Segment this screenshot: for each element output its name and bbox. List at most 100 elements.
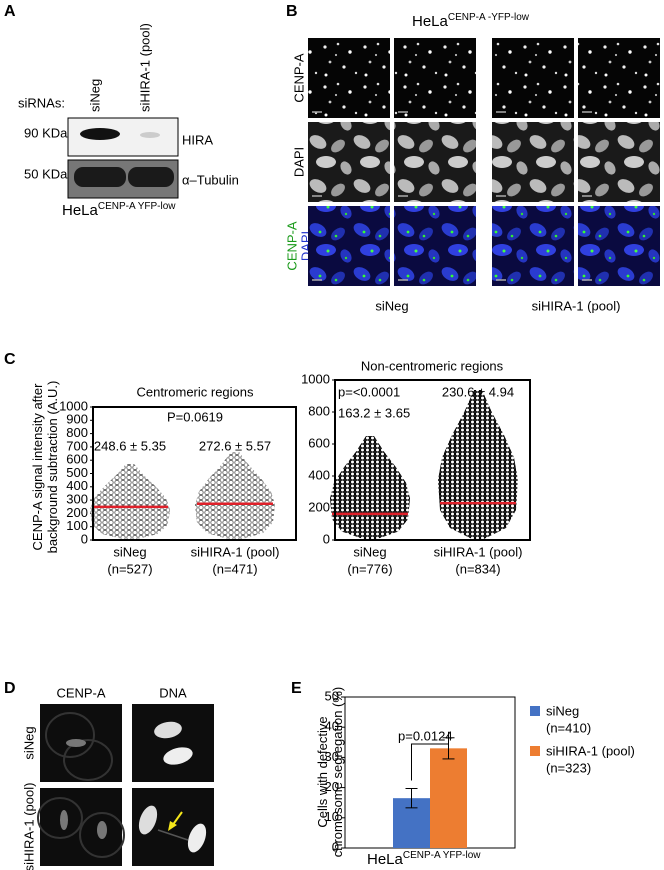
y-tick-label: 800	[308, 403, 330, 418]
band	[140, 132, 160, 138]
plot-frame	[92, 406, 297, 541]
merge-label: CENP-A	[284, 221, 299, 270]
cell-line-sup: CENP-A -YFP-low	[448, 12, 530, 23]
chromatin	[163, 747, 193, 765]
x-tick-label: siNeg	[353, 544, 386, 559]
category-note: (n=527)	[107, 561, 152, 576]
micrograph	[308, 38, 390, 118]
row-label: CENP-A	[291, 53, 306, 102]
cell-line-name: HeLa	[62, 202, 99, 219]
y-tick-label: 300	[66, 492, 88, 507]
x-tick-label: siHIRA-1 (pool)	[191, 544, 280, 559]
category-note: (n=834)	[455, 561, 500, 576]
column-label: CENP-A	[56, 685, 105, 700]
y-axis-label: Cells with defective chromosome segregat…	[315, 686, 345, 858]
mean-label: 163.2 ± 3.65	[338, 405, 410, 420]
row-label: siNeg	[21, 726, 36, 759]
micrographs-d	[37, 704, 214, 866]
micrograph	[578, 206, 660, 286]
y-tick-label: 600	[66, 452, 88, 467]
arrow-head	[168, 821, 177, 831]
legend-swatch	[530, 706, 540, 716]
band-label: HIRA	[182, 132, 213, 147]
chart-title: Centromeric regions	[136, 384, 254, 399]
annotation: p=<0.0001	[338, 384, 400, 399]
kinetochores	[60, 810, 68, 830]
mean-label: 248.6 ± 5.35	[94, 438, 166, 453]
band	[74, 167, 126, 187]
y-tick-label: 900	[66, 412, 88, 427]
cell-outline	[37, 797, 83, 839]
micrograph	[308, 122, 390, 202]
band	[80, 128, 120, 140]
y-tick-label: 200	[66, 505, 88, 520]
y-tick-label: 600	[308, 435, 330, 450]
plot-frame	[334, 379, 531, 541]
mean-label: 230.6 ± 4.94	[442, 384, 514, 399]
y-tick-label: 0	[323, 531, 330, 546]
lane-label: siNeg	[87, 79, 102, 112]
column-label: DNA	[159, 685, 187, 700]
cell-line-name: HeLa	[412, 13, 449, 30]
kinetochores	[97, 821, 107, 839]
legend-label: siHIRA-1 (pool)	[546, 743, 635, 758]
annotation: p=0.0124	[398, 728, 453, 743]
micrograph	[394, 206, 476, 286]
x-tick-label: siNeg	[113, 544, 146, 559]
x-tick-label: siHIRA-1 (pool)	[434, 544, 523, 559]
marker-label: 90 KDa	[24, 125, 68, 140]
x-axis-label: HeLaCENP-A YFP-low	[367, 850, 481, 868]
significance-bracket	[411, 731, 449, 781]
y-tick-label: 20	[325, 779, 339, 794]
micrograph	[394, 122, 476, 202]
panel-letter: C	[4, 351, 16, 368]
y-tick-label: 1000	[301, 371, 330, 386]
row-label: DAPI	[291, 147, 306, 177]
y-tick-label: 40	[325, 719, 339, 734]
y-tick-label: 10	[325, 809, 339, 824]
panel-letter: B	[286, 3, 298, 20]
micrograph	[578, 122, 660, 202]
y-tick-label: 100	[66, 518, 88, 533]
cell-line: HeLaCENP-A YFP-low	[62, 201, 176, 219]
annotation: P=0.0619	[167, 409, 223, 424]
dot-swarm	[90, 464, 170, 540]
micrograph	[492, 122, 574, 202]
blot	[67, 117, 179, 157]
cell-line-sup: CENP-A YFP-low	[98, 201, 176, 212]
mean-label: 272.6 ± 5.57	[199, 438, 271, 453]
panel-letter: E	[291, 680, 302, 697]
marker-label: 50 KDa	[24, 166, 68, 181]
micrograph	[308, 206, 390, 286]
y-tick-label: 30	[325, 749, 339, 764]
cell-outline	[45, 712, 95, 758]
legend-swatch	[530, 746, 540, 756]
y-tick-label: 700	[66, 438, 88, 453]
y-tick-label: 0	[332, 839, 339, 854]
panel-letter: A	[4, 3, 16, 20]
kinetochores	[66, 739, 86, 747]
legend-label: siNeg	[546, 703, 579, 718]
band	[128, 167, 174, 187]
category-note: (n=471)	[212, 561, 257, 576]
panel-letter: D	[4, 680, 16, 697]
cell-line: HeLaCENP-A -YFP-low	[412, 12, 530, 30]
row-label: siHIRA-1 (pool)	[21, 783, 36, 870]
band-label: α–Tubulin	[182, 172, 239, 187]
chart-title: Non-centromeric regions	[361, 358, 504, 373]
y-tick-label: 500	[66, 465, 88, 480]
chromatin-bridge	[157, 829, 189, 841]
dot-swarm	[195, 452, 275, 540]
dot-swarm	[438, 390, 518, 540]
chromatin	[138, 805, 158, 835]
y-tick-label: 1000	[59, 398, 88, 413]
y-tick-label: 50	[325, 688, 339, 703]
y-tick-label: 400	[66, 478, 88, 493]
lane-label: siHIRA-1 (pool)	[137, 23, 152, 112]
micrograph	[492, 38, 574, 118]
micrograph	[578, 38, 660, 118]
cell-outline	[63, 739, 113, 781]
y-tick-label: 0	[81, 531, 88, 546]
